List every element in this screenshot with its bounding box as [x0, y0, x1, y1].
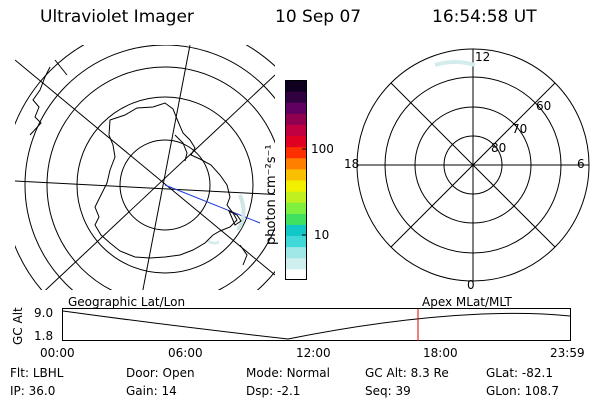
coastline-detail: [174, 134, 188, 162]
colorbar-band: [285, 157, 307, 170]
info-label: Mode:: [246, 366, 283, 380]
coastline-detail: [54, 59, 68, 76]
info-label: Door:: [126, 366, 159, 380]
strip-time-tick: 23:59: [550, 346, 585, 360]
colorbar-band: [285, 224, 307, 237]
info-label: GLon:: [486, 384, 521, 398]
colorbar-band: [285, 102, 307, 114]
colorbar-band: [285, 191, 307, 203]
aurora-emission: [236, 194, 246, 232]
strip-time-tick: 00:00: [40, 346, 75, 360]
colorbar-tick-label: 10: [314, 228, 330, 242]
mlt-line: [390, 82, 556, 248]
mlat-label: 60: [536, 99, 552, 113]
antarctica-coastline: [94, 102, 238, 259]
colorbar-band: [285, 80, 307, 92]
instrument-title: Ultraviolet Imager: [40, 7, 194, 27]
mode-value: Normal: [286, 366, 330, 380]
colorbar-band: [285, 235, 307, 248]
info-label: GLat:: [486, 366, 519, 380]
colorbar-band: [285, 202, 307, 214]
strip-axis-label: GC Alt: [11, 307, 25, 345]
colorbar-band: [285, 168, 307, 181]
lon-line: [44, 74, 275, 290]
colorbar-band: [285, 146, 307, 159]
mlat-label: 80: [491, 141, 507, 155]
time-label: 16:54:58 UT: [432, 7, 537, 27]
coastline-detail: [239, 244, 248, 266]
glon-value: 108.7: [524, 384, 559, 398]
info-label: IP:: [10, 384, 25, 398]
dsp-value: -2.1: [276, 384, 301, 398]
colorbar-band: [285, 257, 307, 270]
lat-circle: [76, 96, 254, 274]
strip-time-tick: 12:00: [296, 346, 331, 360]
seq-value: 39: [395, 384, 411, 398]
south-america-coastline: [29, 66, 51, 136]
colorbar-band: [285, 124, 307, 137]
strip-time-tick: 06:00: [168, 346, 203, 360]
mlt-label-left: 18: [344, 157, 360, 171]
info-label: Seq:: [365, 384, 392, 398]
info-label: Dsp:: [246, 384, 274, 398]
lon-line: [15, 59, 275, 276]
info-label: Flt:: [10, 366, 29, 380]
strip-y-tick: 1.8: [34, 329, 54, 343]
strip-y-tick: 9.0: [34, 306, 54, 320]
mlat-label: 70: [512, 122, 528, 136]
lat-circle: [119, 139, 211, 231]
magnetic-polar-map: [356, 48, 590, 282]
mlt-label-top: 12: [475, 50, 491, 64]
mlt-label-right: 6: [577, 157, 585, 171]
aurora-emission: [434, 60, 476, 67]
aurora-emission: [206, 238, 220, 245]
geographic-map-label: Geographic Lat/Lon: [68, 295, 186, 309]
ip-value: 36.0: [28, 384, 56, 398]
colorbar-band: [285, 246, 307, 259]
colorbar-band: [285, 113, 307, 125]
intensity-colorbar: [285, 80, 307, 280]
lon-line: [15, 180, 275, 195]
altitude-strip-plot: [62, 308, 571, 341]
strip-time-tick: 18:00: [423, 346, 458, 360]
gc-alt-value: 8.3 Re: [410, 366, 449, 380]
apex-map-label: Apex MLat/MLT: [422, 295, 512, 309]
lat-circle: [46, 66, 275, 290]
coastline-detail: [228, 209, 242, 226]
colorbar-band: [285, 91, 307, 103]
gain-value: 14: [161, 384, 177, 398]
info-label: Gain:: [126, 384, 158, 398]
altitude-curve: [62, 310, 571, 340]
glat-value: -82.1: [521, 366, 553, 380]
mlt-label-bottom: 0: [467, 278, 475, 292]
info-label: GC Alt:: [365, 366, 407, 380]
date-label: 10 Sep 07: [275, 7, 362, 27]
geographic-polar-map: [15, 45, 275, 290]
lon-line: [142, 45, 191, 290]
lat-circle: [24, 45, 275, 290]
orbit-line: [164, 184, 261, 224]
colorbar-band: [285, 180, 307, 192]
colorbar-band: [285, 135, 307, 148]
colorbar-band: [285, 268, 307, 280]
colorbar-unit-label: photon cm⁻²s⁻¹: [264, 144, 279, 245]
colorbar-tick-label: 100: [311, 142, 334, 156]
colorbar-band: [285, 213, 307, 225]
filter-value: LBHL: [32, 366, 64, 380]
door-value: Open: [162, 366, 195, 380]
